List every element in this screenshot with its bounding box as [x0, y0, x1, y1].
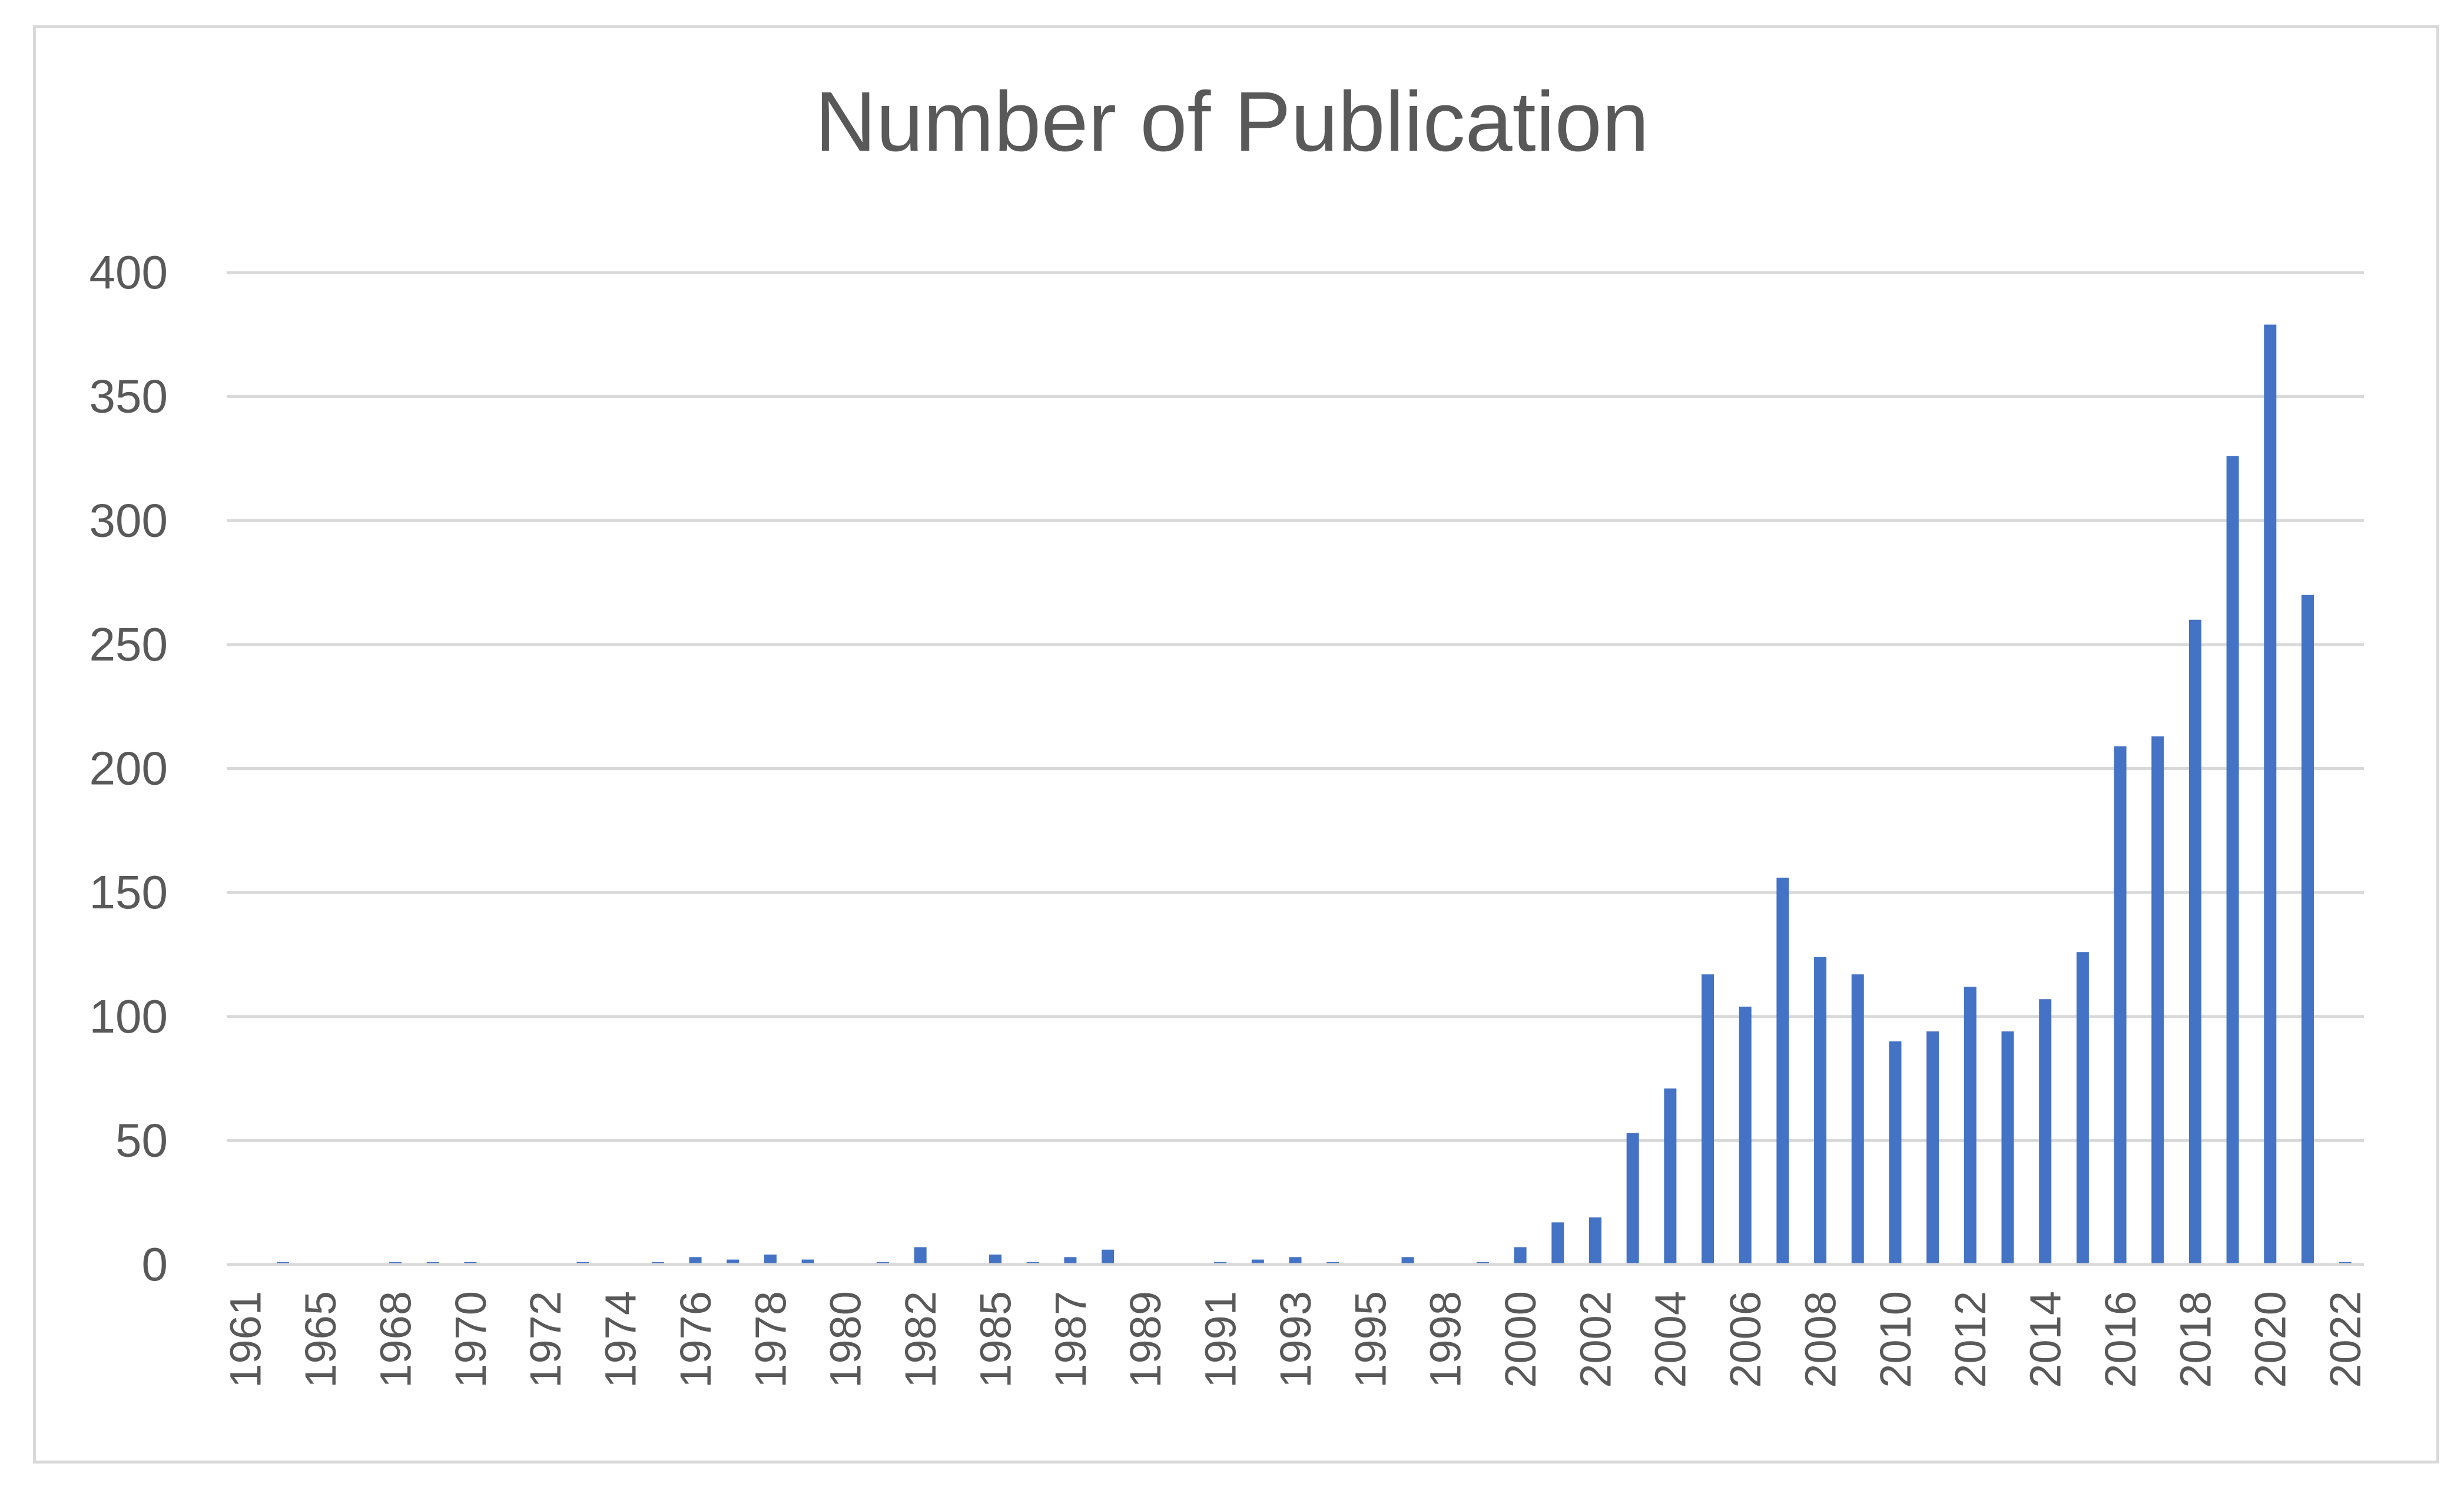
x-tick-label: 2004: [1646, 1291, 1695, 1388]
x-tick-label: 2010: [1871, 1291, 1920, 1388]
bar-1996: [1401, 1257, 1414, 1265]
x-tick-label: 1991: [1196, 1291, 1245, 1388]
bar-2005: [1702, 974, 1714, 1265]
x-tick-label: 2022: [2321, 1291, 2370, 1388]
x-tick-label: 1978: [746, 1291, 795, 1388]
x-tick-label: 1987: [1046, 1291, 1095, 1388]
x-tick-label: 1961: [221, 1291, 270, 1388]
x-tick-label: 1989: [1121, 1291, 1170, 1388]
bar-2008: [1814, 957, 1827, 1265]
bar-1978: [764, 1255, 777, 1265]
bar-2011: [1926, 1031, 1939, 1265]
bar-2021: [2301, 595, 2314, 1265]
bar-2001: [1551, 1222, 1564, 1265]
bar-2006: [1739, 1006, 1752, 1265]
bar-2007: [1776, 877, 1789, 1265]
y-tick-label: 300: [89, 494, 168, 546]
x-tick-label: 2016: [2096, 1291, 2145, 1388]
x-tick-label: 2018: [2171, 1291, 2220, 1388]
bar-2003: [1626, 1133, 1639, 1265]
bar-1982: [914, 1247, 927, 1265]
bar-2017: [2151, 736, 2164, 1265]
chart-title: Number of Publication: [815, 74, 1649, 169]
x-tick-label: 1985: [971, 1291, 1020, 1388]
x-tick-label: 1968: [371, 1291, 420, 1388]
bar-2000: [1514, 1247, 1527, 1265]
bar-2014: [2039, 999, 2052, 1265]
bars: [277, 324, 2352, 1265]
x-tick-label: 1970: [446, 1291, 495, 1388]
bar-2018: [2188, 619, 2201, 1265]
x-tick-label: 1965: [296, 1291, 345, 1388]
bar-1988: [1102, 1249, 1115, 1265]
x-tick-label: 2002: [1571, 1291, 1620, 1388]
bar-1977: [727, 1259, 739, 1265]
bar-1987: [1064, 1257, 1077, 1265]
y-tick-label: 100: [89, 990, 168, 1043]
bar-2002: [1588, 1217, 1601, 1265]
x-axis: 1961 1965 1968 1970 1972 1974 1976 1978 1980 1982…: [221, 1291, 2370, 1388]
x-tick-label: 1982: [896, 1291, 945, 1388]
y-tick-label: 250: [89, 618, 168, 671]
x-tick-label: 1980: [821, 1291, 870, 1388]
y-tick-label: 0: [142, 1238, 168, 1290]
bar-2019: [2226, 456, 2239, 1265]
x-tick-label: 2012: [1946, 1291, 1995, 1388]
y-tick-label: 400: [89, 246, 168, 298]
bar-2016: [2114, 746, 2127, 1265]
y-axis: 0 50 100 150 200 250 300 350 400: [89, 246, 168, 1290]
x-tick-label: 1995: [1346, 1291, 1395, 1388]
bar-2004: [1664, 1088, 1677, 1265]
y-tick-label: 150: [89, 866, 168, 918]
bar-1985: [989, 1255, 1002, 1265]
x-tick-label: 1998: [1421, 1291, 1470, 1388]
bar-1976: [689, 1257, 702, 1265]
gridlines: [227, 271, 2364, 1142]
bar-2009: [1851, 974, 1864, 1265]
x-tick-label: 1976: [671, 1291, 720, 1388]
x-tick-label: 2008: [1796, 1291, 1845, 1388]
x-tick-label: 2006: [1721, 1291, 1770, 1388]
bar-2013: [2001, 1031, 2014, 1265]
x-tick-label: 1974: [596, 1291, 645, 1388]
x-tick-label: 1993: [1271, 1291, 1320, 1388]
x-tick-label: 2000: [1496, 1291, 1545, 1388]
x-tick-label: 1972: [521, 1291, 570, 1388]
bar-1993: [1289, 1257, 1302, 1265]
y-tick-label: 350: [89, 370, 168, 423]
bar-2012: [1964, 987, 1976, 1265]
bar-1992: [1251, 1259, 1264, 1265]
bar-2015: [2076, 952, 2089, 1265]
y-tick-label: 200: [89, 742, 168, 795]
bar-2010: [1889, 1041, 1902, 1265]
bar-1979: [801, 1259, 814, 1265]
y-tick-label: 50: [115, 1114, 168, 1166]
x-tick-label: 2020: [2246, 1291, 2295, 1388]
chart-frame: [33, 25, 2439, 1464]
bar-2020: [2264, 324, 2277, 1265]
x-tick-label: 2014: [2021, 1291, 2070, 1388]
